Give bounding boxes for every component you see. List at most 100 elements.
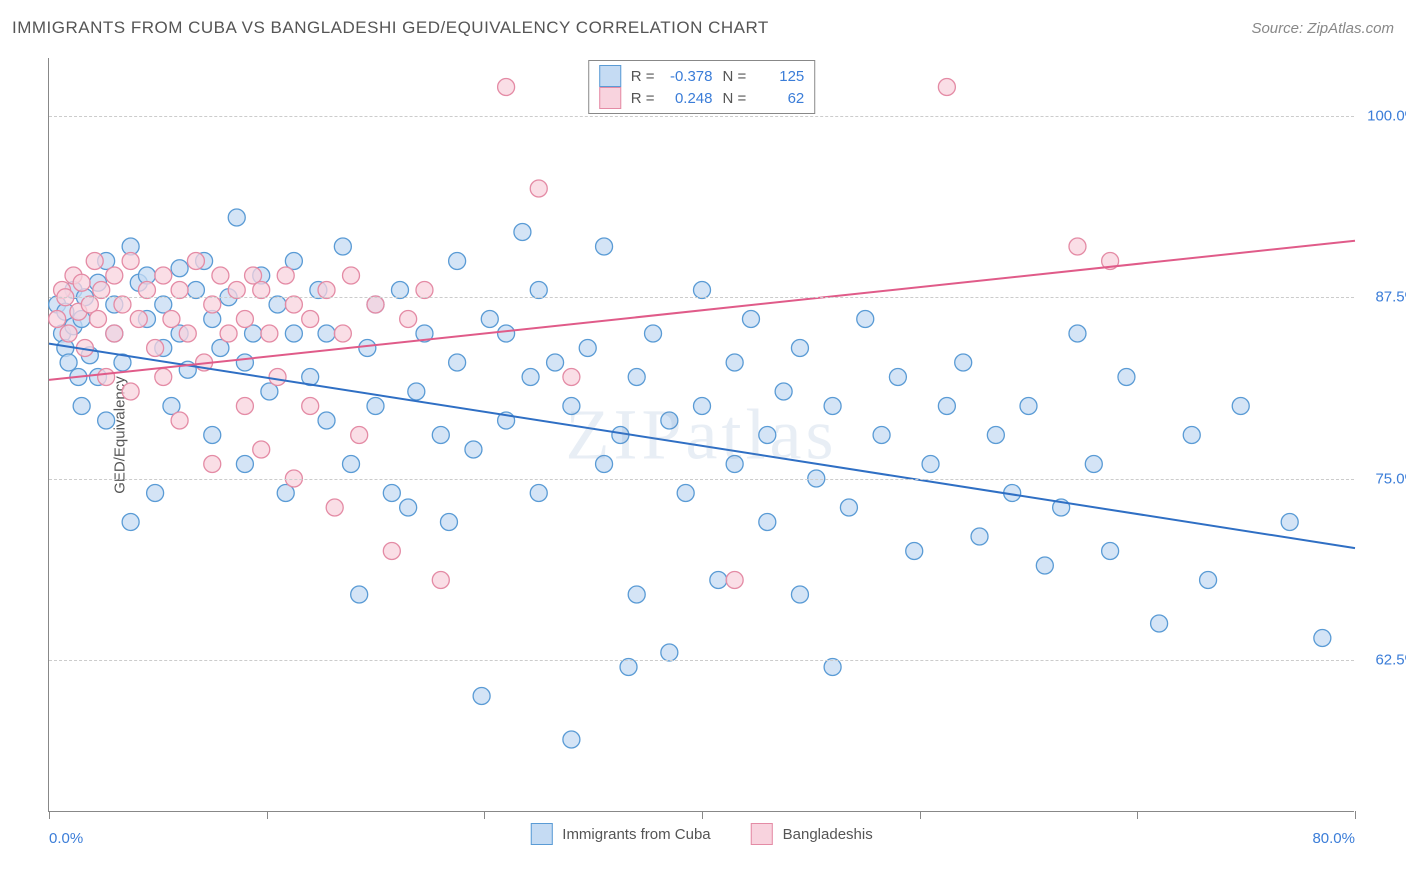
- scatter-point: [938, 79, 955, 96]
- stat-r-value: 0.248: [665, 90, 713, 107]
- scatter-point: [408, 383, 425, 400]
- scatter-point: [432, 572, 449, 589]
- scatter-point: [1314, 630, 1331, 647]
- scatter-point: [759, 514, 776, 531]
- scatter-point: [449, 253, 466, 270]
- scatter-point: [1069, 325, 1086, 342]
- scatter-point: [400, 311, 417, 328]
- scatter-point: [236, 398, 253, 415]
- scatter-point: [269, 369, 286, 386]
- scatter-point: [522, 369, 539, 386]
- scatter-point: [220, 325, 237, 342]
- scatter-point: [138, 282, 155, 299]
- scatter-point: [367, 296, 384, 313]
- legend-swatch: [599, 87, 621, 109]
- scatter-point: [179, 325, 196, 342]
- scatter-point: [86, 253, 103, 270]
- stat-n-value: 62: [756, 90, 804, 107]
- scatter-point: [351, 586, 368, 603]
- scatter-point: [204, 296, 221, 313]
- scatter-point: [98, 412, 115, 429]
- scatter-point: [106, 325, 123, 342]
- scatter-point: [742, 311, 759, 328]
- scatter-point: [694, 398, 711, 415]
- scatter-point: [60, 325, 77, 342]
- legend-item: Immigrants from Cuba: [530, 823, 710, 845]
- stats-row: R =-0.378N =125: [599, 65, 805, 87]
- scatter-point: [318, 412, 335, 429]
- scatter-point: [1102, 543, 1119, 560]
- scatter-point: [187, 253, 204, 270]
- scatter-point: [334, 238, 351, 255]
- scatter-point: [171, 282, 188, 299]
- scatter-point: [383, 543, 400, 560]
- scatter-point: [661, 412, 678, 429]
- scatter-point: [114, 296, 131, 313]
- y-tick-label: 75.0%: [1360, 470, 1406, 487]
- scatter-point: [596, 456, 613, 473]
- scatter-point: [171, 412, 188, 429]
- scatter-point: [726, 354, 743, 371]
- scatter-point: [987, 427, 1004, 444]
- trend-line: [49, 344, 1355, 548]
- scatter-point: [530, 180, 547, 197]
- x-tick: [267, 811, 268, 819]
- scatter-point: [840, 499, 857, 516]
- scatter-point: [473, 688, 490, 705]
- scatter-point: [155, 267, 172, 284]
- scatter-point: [661, 644, 678, 661]
- scatter-point: [277, 267, 294, 284]
- gridline: [49, 660, 1354, 661]
- scatter-point: [269, 296, 286, 313]
- gridline: [49, 297, 1354, 298]
- scatter-point: [857, 311, 874, 328]
- scatter-point: [628, 586, 645, 603]
- scatter-point: [938, 398, 955, 415]
- scatter-point: [155, 369, 172, 386]
- scatter-point: [212, 267, 229, 284]
- scatter-point: [261, 325, 278, 342]
- scatter-point: [514, 224, 531, 241]
- scatter-point: [89, 311, 106, 328]
- scatter-point: [391, 282, 408, 299]
- scatter-point: [122, 253, 139, 270]
- scatter-point: [694, 282, 711, 299]
- x-tick: [702, 811, 703, 819]
- scatter-point: [498, 79, 515, 96]
- x-tick: [49, 811, 50, 819]
- stat-r-label: R =: [631, 90, 655, 107]
- scatter-point: [171, 260, 188, 277]
- legend-swatch: [530, 823, 552, 845]
- scatter-point: [334, 325, 351, 342]
- scatter-point: [302, 398, 319, 415]
- scatter-point: [204, 427, 221, 444]
- scatter-point: [1069, 238, 1086, 255]
- y-tick-label: 87.5%: [1360, 289, 1406, 306]
- scatter-point: [383, 485, 400, 502]
- scatter-point: [98, 369, 115, 386]
- scatter-point: [253, 282, 270, 299]
- scatter-point: [873, 427, 890, 444]
- stat-r-value: -0.378: [665, 68, 713, 85]
- scatter-point: [400, 499, 417, 516]
- scatter-point: [547, 354, 564, 371]
- scatter-point: [955, 354, 972, 371]
- scatter-plot-svg: [49, 58, 1354, 811]
- scatter-point: [1232, 398, 1249, 415]
- scatter-point: [147, 485, 164, 502]
- x-tick: [1137, 811, 1138, 819]
- scatter-point: [187, 282, 204, 299]
- scatter-point: [498, 325, 515, 342]
- scatter-point: [367, 398, 384, 415]
- scatter-point: [530, 282, 547, 299]
- scatter-point: [710, 572, 727, 589]
- scatter-point: [359, 340, 376, 357]
- scatter-point: [628, 369, 645, 386]
- chart-source: Source: ZipAtlas.com: [1251, 20, 1394, 37]
- scatter-point: [824, 398, 841, 415]
- scatter-point: [1020, 398, 1037, 415]
- scatter-point: [122, 383, 139, 400]
- scatter-point: [204, 456, 221, 473]
- gridline: [49, 479, 1354, 480]
- scatter-point: [775, 383, 792, 400]
